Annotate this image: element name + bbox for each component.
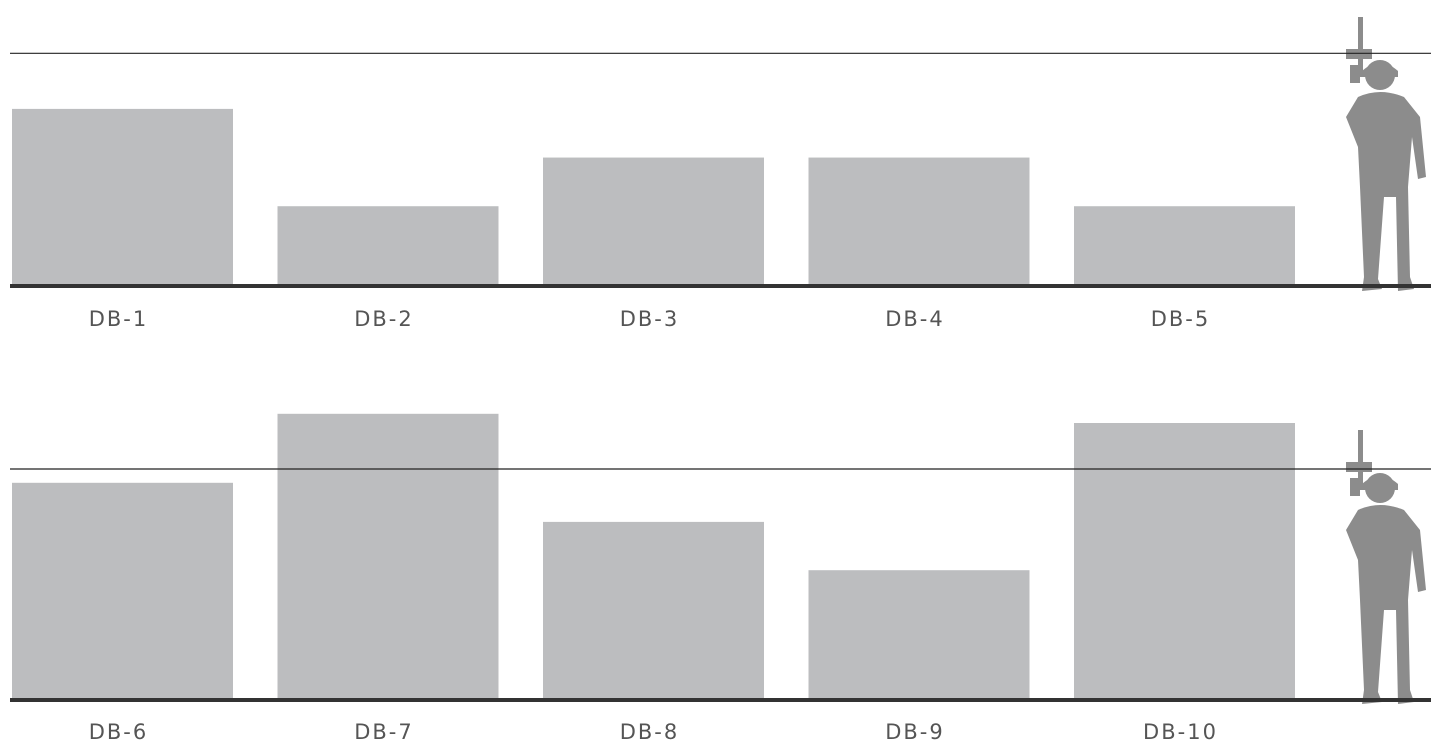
bar [543, 157, 764, 285]
bar [12, 482, 233, 699]
bar [12, 108, 233, 285]
x-tick-label: DB-10 [1143, 720, 1218, 744]
x-tick-label: DB-3 [620, 307, 680, 331]
soldier-silhouette [1346, 430, 1426, 704]
x-tick-label: DB-8 [620, 720, 680, 744]
bar [277, 206, 499, 285]
bar [277, 413, 499, 699]
x-tick-label: DB-5 [1151, 307, 1211, 331]
x-tick-label: DB-2 [354, 307, 414, 331]
x-tick-label: DB-9 [885, 720, 945, 744]
x-tick-label: DB-1 [89, 307, 149, 331]
bar [543, 521, 764, 699]
soldier-silhouette [1346, 17, 1426, 291]
x-tick-label: DB-6 [89, 720, 149, 744]
bar [1074, 206, 1295, 285]
x-tick-label: DB-7 [354, 720, 414, 744]
x-tick-label: DB-4 [885, 307, 945, 331]
bar [808, 570, 1030, 699]
bar [1074, 423, 1295, 699]
bar [808, 157, 1030, 285]
